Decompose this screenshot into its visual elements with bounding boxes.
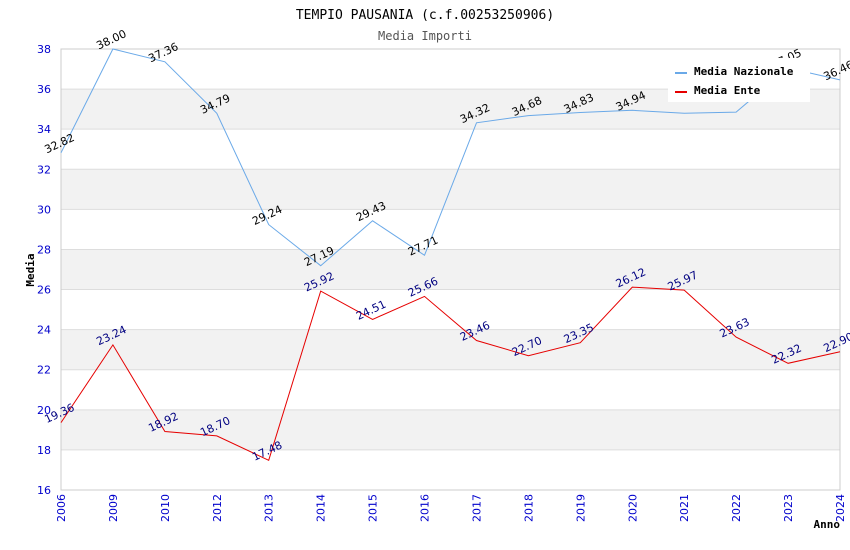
chart-title: TEMPIO PAUSANIA (c.f.00253250906) bbox=[296, 8, 554, 23]
legend-label-media-ente: Media Ente bbox=[694, 84, 761, 97]
y-tick-label: 28 bbox=[37, 243, 51, 256]
x-tick-label: 2018 bbox=[522, 494, 535, 522]
chart-subtitle: Media Importi bbox=[378, 29, 472, 43]
x-tick-label: 2015 bbox=[367, 494, 380, 522]
x-tick-label: 2012 bbox=[211, 494, 224, 522]
y-tick-label: 18 bbox=[37, 444, 51, 457]
band bbox=[61, 329, 840, 370]
x-tick-label: 2019 bbox=[574, 494, 587, 522]
series-lines bbox=[60, 48, 841, 461]
band bbox=[61, 249, 840, 290]
legend-box bbox=[668, 58, 810, 102]
x-tick-label: 2023 bbox=[782, 494, 795, 522]
legend-label-media-nazionale: Media Nazionale bbox=[694, 65, 794, 78]
y-axis-ticks: 16 18 20 22 24 26 28 30 32 34 36 38 bbox=[37, 43, 51, 497]
x-tick-label: 2016 bbox=[419, 494, 432, 522]
y-tick-label: 32 bbox=[37, 163, 51, 176]
x-tick-label: 2017 bbox=[470, 494, 483, 522]
x-tick-label: 2013 bbox=[263, 494, 276, 522]
x-tick-label: 2022 bbox=[730, 494, 743, 522]
data-label: 36.46 bbox=[821, 58, 850, 83]
y-tick-label: 30 bbox=[37, 203, 51, 216]
band bbox=[61, 409, 840, 450]
x-tick-label: 2006 bbox=[55, 494, 68, 522]
x-axis-title: Anno bbox=[814, 518, 841, 531]
y-tick-label: 16 bbox=[37, 484, 51, 497]
background-bands bbox=[61, 89, 840, 450]
y-tick-label: 24 bbox=[37, 324, 51, 337]
series-line-media-nazionale bbox=[60, 48, 841, 267]
x-axis-ticks: 2006 2009 2010 2012 2013 2014 2015 2016 2017 2018… bbox=[55, 494, 847, 522]
y-tick-label: 22 bbox=[37, 364, 51, 377]
gridlines bbox=[61, 48, 840, 491]
y-tick-label: 34 bbox=[37, 123, 51, 136]
x-tick-label: 2021 bbox=[678, 494, 691, 522]
x-tick-label: 2014 bbox=[315, 494, 328, 522]
plot-border bbox=[60, 48, 841, 491]
series-line-media-ente bbox=[60, 286, 841, 461]
y-tick-label: 36 bbox=[37, 83, 51, 96]
x-tick-label: 2010 bbox=[159, 494, 172, 522]
x-tick-label: 2009 bbox=[107, 494, 120, 522]
x-tick-label: 2020 bbox=[626, 494, 639, 522]
y-tick-label: 38 bbox=[37, 43, 51, 56]
legend: Media Nazionale Media Ente bbox=[668, 58, 810, 102]
y-axis-title: Media bbox=[24, 253, 37, 286]
y-tick-label: 26 bbox=[37, 284, 51, 297]
y-tick-label: 20 bbox=[37, 404, 51, 417]
x-tick-label: 2024 bbox=[834, 494, 847, 522]
